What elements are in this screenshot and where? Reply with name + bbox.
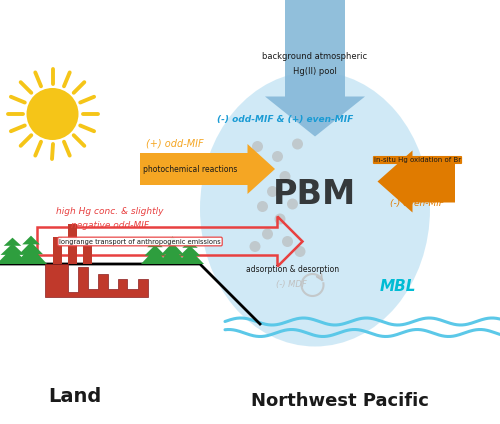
Text: Land: Land <box>48 387 102 406</box>
Text: negative odd-MIF: negative odd-MIF <box>71 220 149 229</box>
Polygon shape <box>158 247 188 264</box>
Polygon shape <box>0 243 24 255</box>
Text: photochemical reactions: photochemical reactions <box>143 165 237 173</box>
Polygon shape <box>15 246 47 264</box>
Circle shape <box>274 214 285 224</box>
Circle shape <box>282 236 293 247</box>
Text: PBM: PBM <box>274 178 356 210</box>
Circle shape <box>252 141 263 152</box>
Text: background atmospheric: background atmospheric <box>262 52 368 61</box>
Circle shape <box>260 164 270 175</box>
Polygon shape <box>148 240 162 247</box>
Bar <box>52 237 62 264</box>
Bar <box>68 224 76 264</box>
Polygon shape <box>4 238 22 246</box>
Polygon shape <box>45 264 148 296</box>
Circle shape <box>267 186 278 197</box>
Ellipse shape <box>200 72 430 346</box>
Circle shape <box>287 198 298 209</box>
Polygon shape <box>180 246 201 256</box>
Polygon shape <box>176 249 204 264</box>
Text: in-situ Hg oxidation of Br: in-situ Hg oxidation of Br <box>374 157 461 163</box>
Polygon shape <box>140 144 275 194</box>
Circle shape <box>294 246 306 257</box>
Bar <box>82 242 92 264</box>
Polygon shape <box>141 249 169 264</box>
Text: longrange transport of anthropogenic emissions: longrange transport of anthropogenic emi… <box>59 239 221 245</box>
Text: Hg(II) pool: Hg(II) pool <box>293 67 337 76</box>
Text: MBL: MBL <box>380 279 416 294</box>
Text: adsorption & desorption: adsorption & desorption <box>246 265 339 274</box>
Text: (-) odd-MIF & (+) even-MIF: (-) odd-MIF & (+) even-MIF <box>218 114 354 123</box>
Text: (-) even-MIF: (-) even-MIF <box>390 198 444 207</box>
Polygon shape <box>19 242 43 254</box>
Text: (+) odd-MIF: (+) odd-MIF <box>146 138 204 148</box>
Circle shape <box>26 88 78 140</box>
Polygon shape <box>265 0 365 137</box>
Polygon shape <box>22 236 40 244</box>
Polygon shape <box>182 240 198 248</box>
Circle shape <box>250 241 260 252</box>
Bar <box>0 264 210 424</box>
Circle shape <box>292 139 303 150</box>
Text: (-) MDF: (-) MDF <box>276 281 306 290</box>
Circle shape <box>280 171 290 182</box>
Circle shape <box>257 201 268 212</box>
Text: Northwest Pacific: Northwest Pacific <box>251 393 429 410</box>
Text: high Hg conc. & slightly: high Hg conc. & slightly <box>56 207 164 216</box>
Polygon shape <box>164 237 181 245</box>
Polygon shape <box>378 151 455 212</box>
Polygon shape <box>0 248 28 264</box>
Polygon shape <box>144 245 166 256</box>
Polygon shape <box>161 243 184 254</box>
Circle shape <box>262 229 273 240</box>
Circle shape <box>272 151 283 162</box>
